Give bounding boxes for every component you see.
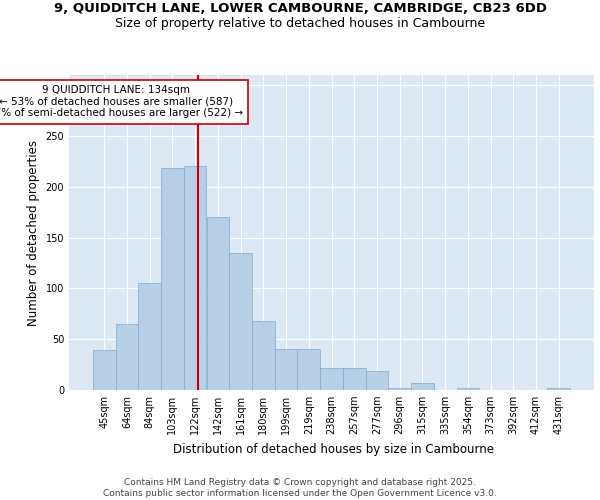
- Bar: [411, 383, 434, 390]
- Text: Distribution of detached houses by size in Cambourne: Distribution of detached houses by size …: [173, 442, 494, 456]
- Y-axis label: Number of detached properties: Number of detached properties: [27, 140, 40, 326]
- Bar: [388, 388, 411, 390]
- Bar: [116, 324, 139, 390]
- Text: Size of property relative to detached houses in Cambourne: Size of property relative to detached ho…: [115, 18, 485, 30]
- Text: 9, QUIDDITCH LANE, LOWER CAMBOURNE, CAMBRIDGE, CB23 6DD: 9, QUIDDITCH LANE, LOWER CAMBOURNE, CAMB…: [53, 2, 547, 16]
- Bar: [161, 168, 184, 390]
- Bar: [365, 370, 388, 390]
- Bar: [457, 388, 479, 390]
- Bar: [184, 166, 206, 390]
- Bar: [547, 388, 570, 390]
- Bar: [139, 284, 161, 390]
- Bar: [206, 218, 229, 390]
- Bar: [252, 321, 275, 390]
- Bar: [275, 350, 298, 390]
- Bar: [298, 350, 320, 390]
- Text: Contains HM Land Registry data © Crown copyright and database right 2025.
Contai: Contains HM Land Registry data © Crown c…: [103, 478, 497, 498]
- Bar: [93, 350, 116, 390]
- Bar: [343, 368, 365, 390]
- Bar: [320, 368, 343, 390]
- Text: 9 QUIDDITCH LANE: 134sqm
← 53% of detached houses are smaller (587)
47% of semi-: 9 QUIDDITCH LANE: 134sqm ← 53% of detach…: [0, 85, 243, 118]
- Bar: [229, 253, 252, 390]
